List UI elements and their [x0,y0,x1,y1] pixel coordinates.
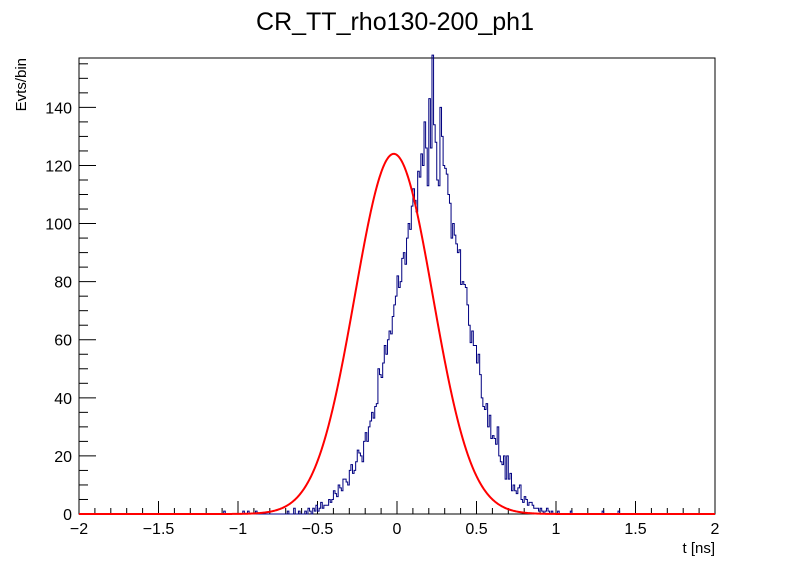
x-tick-label: −1 [229,521,247,538]
x-axis-label: t [ns] [682,540,715,557]
x-tick-label: 0 [393,521,402,538]
y-tick-label: 0 [63,507,72,524]
x-tick-label: 1.5 [624,521,646,538]
x-tick-label: 1 [552,521,561,538]
y-tick-label: 60 [54,333,72,350]
y-tick-label: 20 [54,449,72,466]
y-tick-label: 40 [54,391,72,408]
y-tick-label: 120 [45,158,72,175]
y-tick-label: 140 [45,100,72,117]
x-tick-label: −1.5 [143,521,175,538]
x-tick-label: 0.5 [465,521,487,538]
x-tick-label: −0.5 [302,521,334,538]
histogram-series [79,54,715,515]
chart-title: CR_TT_rho130-200_ph1 [256,8,534,36]
y-tick-label: 80 [54,275,72,292]
x-tick-label: 2 [711,521,720,538]
y-axis-label: Evts/bin [13,58,30,111]
x-tick-label: −2 [70,521,88,538]
y-tick-label: 100 [45,217,72,234]
gaussian-fit-curve [79,152,715,515]
